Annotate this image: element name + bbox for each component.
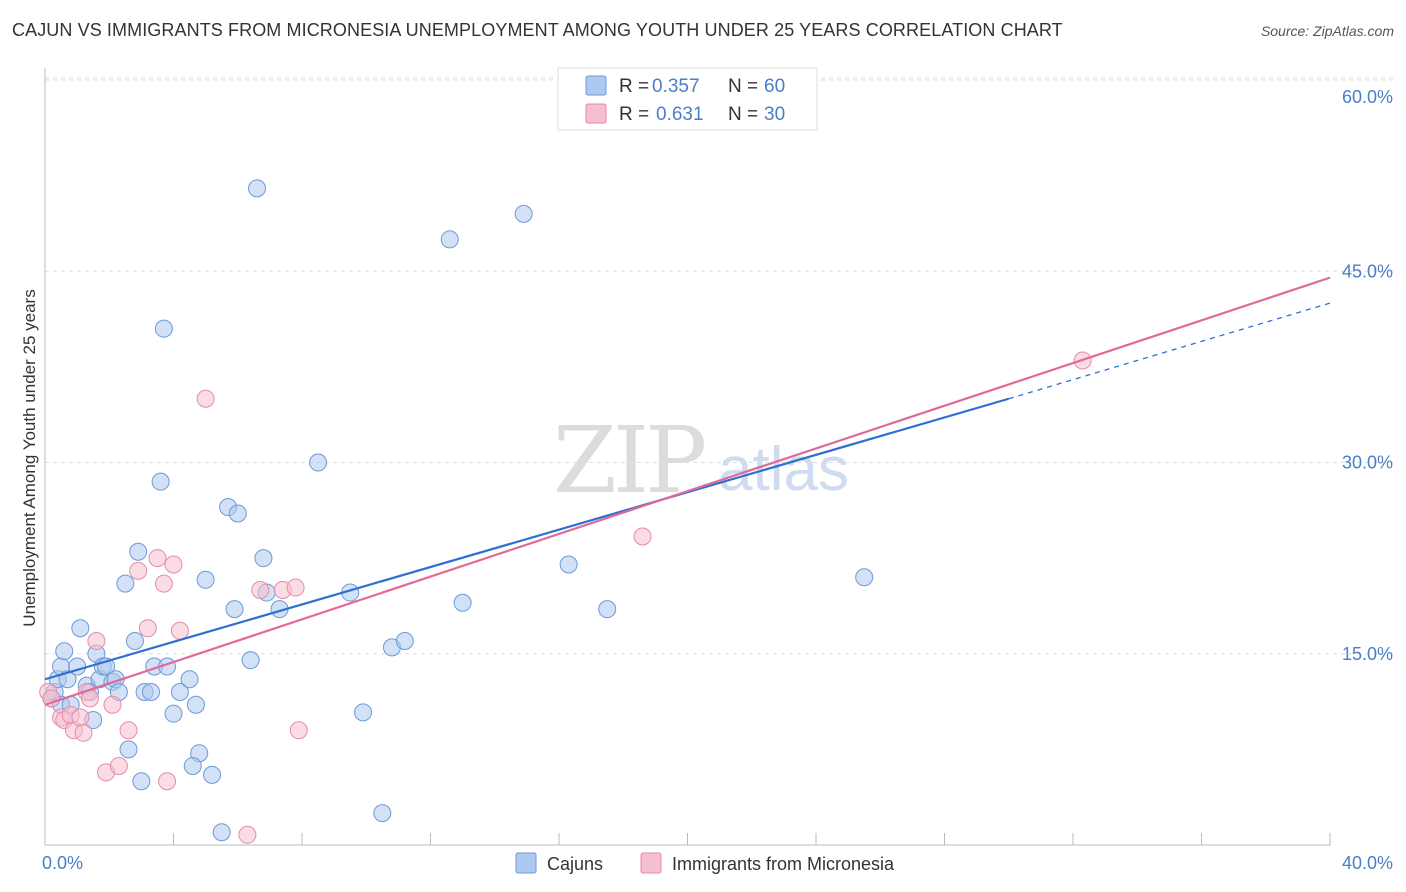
micronesia-point-16 [138,619,157,638]
micronesia-point-21 [170,621,189,640]
legend-swatch-micronesia [585,103,607,124]
cajuns-point-51 [373,804,392,823]
micronesia-point-17 [148,549,167,568]
cajuns-point-31 [164,704,183,723]
bottom-legend-swatch-cajuns [515,852,537,874]
micronesia-point-15 [129,561,148,580]
micronesia-point-24 [251,581,270,599]
bottom-legend-label-cajuns: Cajuns [547,854,603,874]
legend-swatch-cajuns [585,75,607,96]
cajuns-point-22 [125,632,144,650]
cajuns-point-34 [186,695,205,714]
cajuns-point-5 [55,642,74,661]
cajuns-point-9 [71,619,90,638]
micronesia-point-6 [71,708,90,727]
cajuns-point-32 [170,683,189,701]
micronesia-point-20 [164,555,183,574]
micronesia-point-13 [109,756,128,775]
cajuns-point-59 [855,568,874,587]
micronesia-point-23 [238,825,257,844]
x-axis-ticks [44,833,1331,845]
cajuns-point-55 [453,593,472,612]
micronesia-point-14 [119,721,138,740]
micronesia-point-12 [103,695,122,714]
cajuns-point-33 [180,670,199,689]
cajuns-point-36 [183,756,202,775]
legend-n-label-cajuns: N = [728,76,758,97]
legend-r-label-cajuns: R = [619,76,649,97]
cajuns-point-21 [119,740,138,759]
cajuns-point-48 [309,453,328,472]
cajuns-point-20 [116,574,135,593]
cajuns-point-26 [142,683,161,701]
micronesia-point-26 [286,578,305,597]
cajuns-point-53 [395,632,414,650]
cajuns-point-45 [254,549,273,568]
cajuns-trend-extension [1008,302,1331,400]
legend-n-value-cajuns: 60 [764,76,785,97]
cajuns-point-50 [354,703,373,722]
micronesia-point-18 [154,574,173,593]
cajuns-trend-line [44,397,1010,681]
cajuns-point-28 [151,472,170,491]
x-tick-label-max: 40.0% [1342,853,1393,873]
series-legend: Cajuns Immigrants from Micronesia [515,852,895,874]
chart-title: CAJUN VS IMMIGRANTS FROM MICRONESIA UNEM… [12,20,1063,40]
x-axis-tick-labels: 0.0% 40.0% [42,853,1393,873]
source-label: Source: ZipAtlas.com [1260,23,1394,39]
cajuns-point-44 [248,179,267,198]
cajuns-point-42 [228,504,247,523]
watermark-atlas: atlas [718,435,849,504]
legend-r-value-cajuns: 0.357 [652,76,700,97]
x-tick-label-min: 0.0% [42,853,83,873]
y-axis-tick-labels: 15.0% 30.0% 45.0% 60.0% [1342,87,1393,664]
trend-lines [44,276,1331,706]
micronesia-point-7 [74,723,93,742]
micronesia-trend-line [44,276,1331,706]
y-tick-label-60: 60.0% [1342,87,1393,107]
cajuns-point-58 [598,600,617,619]
micronesia-point-28 [633,527,652,546]
y-tick-label-30: 30.0% [1342,453,1393,473]
cajuns-point-38 [196,570,215,589]
micronesia-point-10 [87,632,106,650]
legend-n-value-micronesia: 30 [764,104,785,125]
y-tick-label-15: 15.0% [1342,644,1393,664]
micronesia-point-22 [196,389,215,408]
gridlines [45,77,1393,655]
cajuns-point-29 [154,319,173,338]
legend-r-value-micronesia: 0.631 [656,104,704,125]
cajuns-point-54 [440,230,459,249]
watermark: ZIP atlas [553,407,849,514]
cajuns-point-23 [129,542,148,561]
watermark-zip: ZIP [553,407,704,514]
cajuns-point-37 [203,765,222,784]
bottom-legend-label-micronesia: Immigrants from Micronesia [672,854,895,874]
micronesia-point-19 [158,772,177,791]
correlation-legend: R = 0.357 N = 60 R = 0.631 N = 30 [557,67,818,131]
cajuns-point-56 [514,204,533,223]
cajuns-point-57 [559,555,578,574]
micronesia-point-27 [289,721,308,740]
micronesia-points [39,351,1092,844]
cajuns-point-24 [132,772,151,791]
cajuns-points [42,179,874,842]
cajuns-point-43 [241,651,260,670]
micronesia-point-1 [42,689,61,708]
y-axis-label: Unemployment Among Youth under 25 years [20,289,39,626]
cajuns-point-39 [212,823,231,842]
bottom-legend-swatch-micronesia [640,852,662,874]
y-tick-label-45: 45.0% [1342,261,1393,281]
cajuns-point-41 [225,600,244,619]
legend-r-label-micronesia: R = [619,104,649,125]
legend-n-label-micronesia: N = [728,104,758,125]
